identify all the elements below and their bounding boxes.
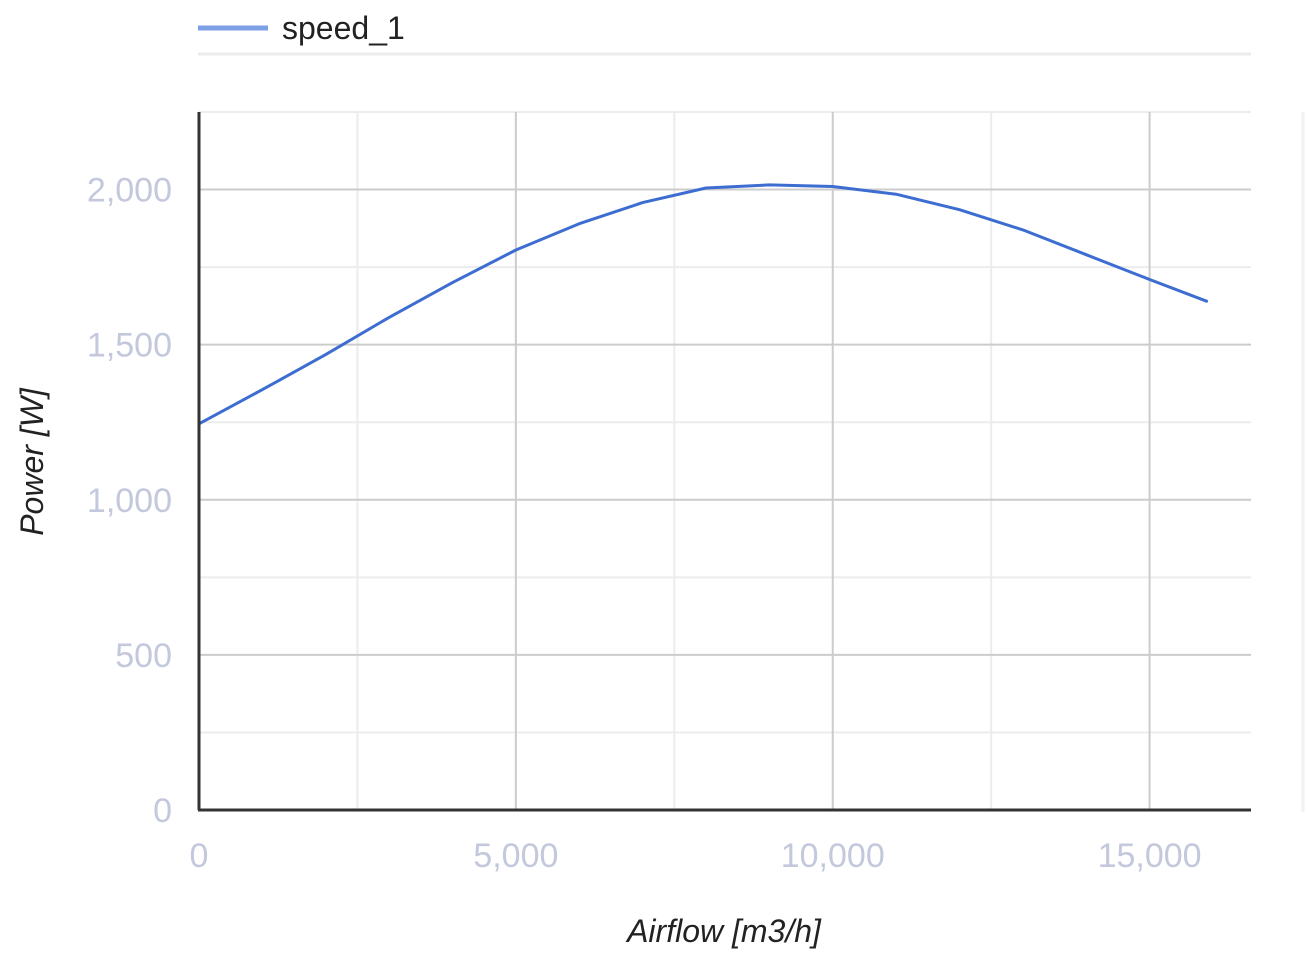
y-tick-label: 500: [115, 637, 172, 675]
minor-gridlines: [199, 111, 1251, 810]
y-tick-label: 1,000: [87, 482, 172, 520]
x-tick-labels: 0 5,000 10,000 15,000: [190, 837, 1202, 875]
axes: [197, 112, 1251, 812]
legend: speed_1: [198, 10, 1251, 56]
y-tick-label: 2,000: [87, 172, 172, 210]
y-tick-label: 1,500: [87, 327, 172, 365]
x-tick-label: 15,000: [1098, 837, 1202, 875]
y-axis-title: Power [W]: [14, 387, 50, 536]
y-tick-label: 0: [153, 792, 172, 830]
y-tick-labels: 0 500 1,000 1,500 2,000: [87, 172, 172, 830]
x-tick-label: 5,000: [473, 837, 558, 875]
x-axis-title: Airflow [m3/h]: [625, 913, 822, 949]
series-line-speed-1: [197, 183, 1209, 426]
x-tick-label: 0: [190, 837, 209, 875]
x-tick-label: 10,000: [781, 837, 885, 875]
major-gridlines: [199, 112, 1251, 810]
series-layer: [197, 183, 1209, 426]
legend-label-speed-1: speed_1: [282, 10, 405, 46]
